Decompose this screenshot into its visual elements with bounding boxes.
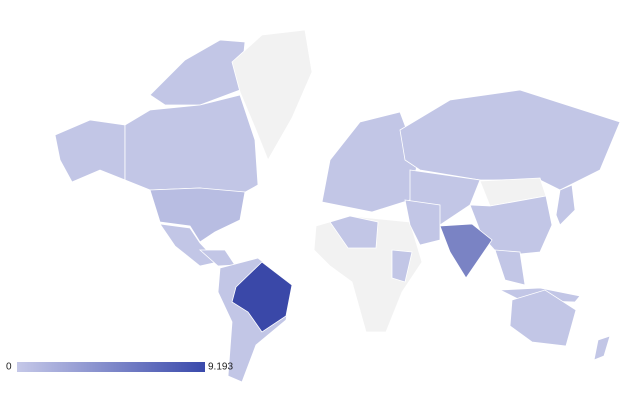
alaska xyxy=(54,119,126,183)
legend-min-label: 0 xyxy=(6,362,12,373)
legend: 0 9.193 xyxy=(6,362,233,373)
australia xyxy=(509,289,577,347)
india xyxy=(439,223,493,279)
southeast-asia xyxy=(494,249,526,286)
japan xyxy=(555,184,576,226)
canada xyxy=(124,94,259,196)
africa xyxy=(313,215,423,333)
east-africa xyxy=(391,249,413,283)
legend-gradient xyxy=(17,362,205,372)
brazil xyxy=(231,261,293,333)
middle-east xyxy=(404,199,441,246)
countries xyxy=(54,29,621,383)
north-africa xyxy=(329,215,379,249)
greenland xyxy=(231,29,313,161)
new-zealand xyxy=(593,335,611,361)
legend-max-label: 9.193 xyxy=(208,362,233,373)
usa xyxy=(149,187,246,243)
